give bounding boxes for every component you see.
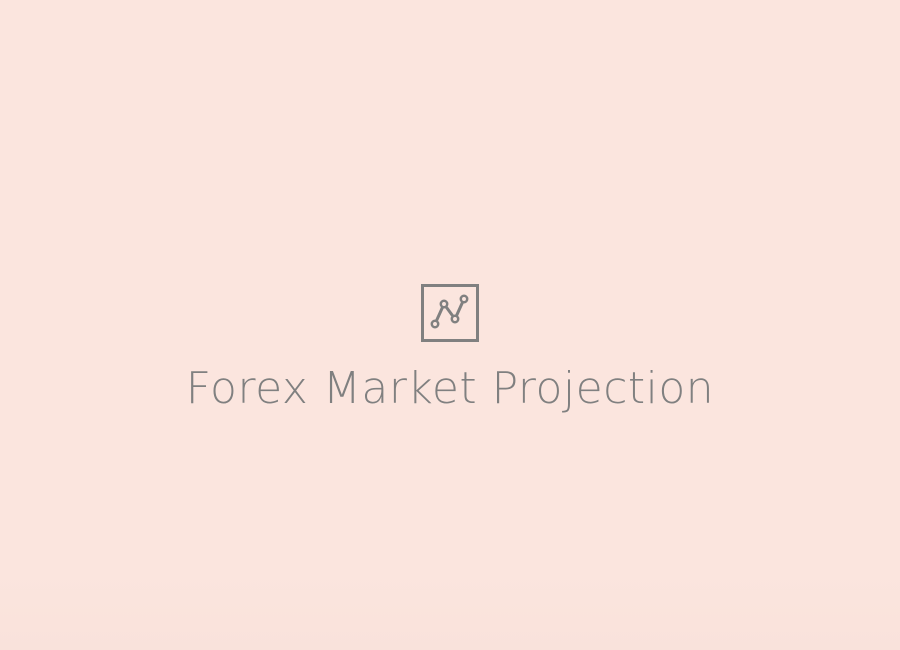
splash-content: Forex Market Projection [0,284,900,414]
line-chart-icon [421,284,479,342]
app-title: Forex Market Projection [185,363,715,414]
